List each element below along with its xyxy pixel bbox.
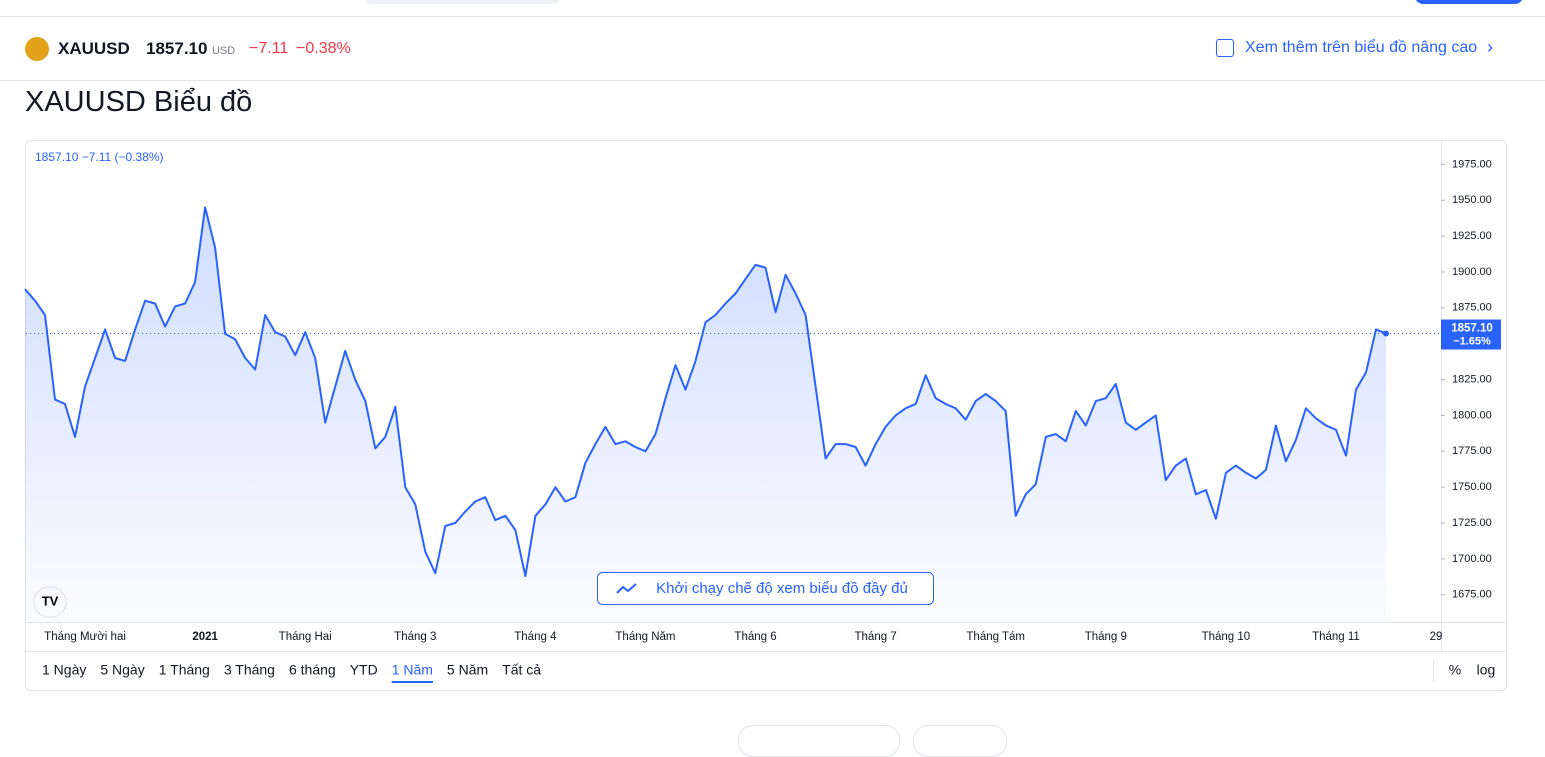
x-tick-label: 29 (1430, 631, 1443, 643)
y-tick-label: 1675.00 (1452, 589, 1492, 601)
y-tick-label: 1950.00 (1452, 194, 1492, 206)
scale-option[interactable]: % (1449, 662, 1461, 678)
y-tick-label: 1725.00 (1452, 517, 1492, 529)
range-underline (391, 681, 433, 683)
x-tick-label: Tháng 4 (514, 631, 557, 643)
y-tick-label: 1825.00 (1452, 373, 1492, 385)
last-point (1383, 330, 1389, 337)
x-tick-label: Tháng Tám (966, 631, 1025, 643)
price-tag-label: 1857.10 (1451, 323, 1493, 335)
change: −7.11 (249, 40, 289, 57)
x-tick-label: Tháng 6 (734, 631, 776, 643)
symbol-icon (25, 37, 49, 61)
y-tick-label: 1750.00 (1452, 481, 1492, 493)
chevron[interactable]: › (1487, 37, 1493, 57)
x-tick-label: Tháng 9 (1085, 631, 1127, 643)
y-tick-label: 1975.00 (1452, 158, 1492, 170)
y-tick-label: 1900.00 (1452, 266, 1492, 278)
x-tick-label: Tháng 10 (1202, 631, 1251, 643)
y-tick-label: 1800.00 (1452, 409, 1492, 421)
x-tick-label: Tháng 3 (394, 631, 436, 643)
x-tick-label: Tháng 7 (855, 631, 897, 643)
divider (0, 80, 1545, 81)
range-button[interactable]: 5 Năm (447, 662, 488, 678)
divider (0, 16, 1545, 17)
x-tick-label: Tháng Mười hai (44, 631, 126, 643)
price-line (24, 206, 1387, 578)
chart: 1857.10 −7.11 (−0.38%) TV 1675.001700.00… (24, 140, 1507, 691)
change-percent: −0.38% (296, 40, 351, 57)
range-button[interactable]: Tất cả (502, 662, 541, 678)
price-tag (1441, 319, 1501, 350)
y-tick-label: 1875.00 (1452, 302, 1492, 314)
scale-option[interactable]: log (1477, 662, 1496, 678)
area (25, 207, 1386, 622)
legend-text: 1857.10 −7.11 (−0.38%) (35, 150, 164, 164)
fullscreen-button[interactable]: Khởi chạy chế độ xem biểu đồ đầy đủ (597, 572, 934, 605)
y-tick-label: 1700.00 (1452, 553, 1492, 565)
range-button[interactable]: 1 Tháng (159, 662, 210, 678)
y-tick-label: 1775.00 (1452, 445, 1492, 457)
x-tick-label: Tháng Hai (279, 631, 332, 643)
x-tick-label: Tháng Năm (615, 631, 675, 643)
range-button[interactable]: 1 Ngày (42, 662, 86, 678)
x-tick-label: 2021 (192, 631, 218, 643)
range-button[interactable]: 1 Năm (392, 662, 433, 678)
page-title: XAUUSD Biểu đồ (25, 86, 253, 118)
range-button[interactable]: 6 tháng (289, 662, 336, 678)
symbol[interactable]: XAUUSD (58, 39, 130, 58)
x-tick-label: Tháng 11 (1312, 631, 1360, 643)
search-bar[interactable] (365, 0, 560, 4)
fullscreen-label[interactable]: Khởi chạy chế độ xem biểu đồ đầy đủ (656, 580, 908, 597)
price: 1857.10 (146, 39, 208, 58)
top-button[interactable] (1415, 0, 1523, 4)
currency: USD (212, 45, 236, 57)
range-button[interactable]: 3 Tháng (224, 662, 275, 678)
range-button[interactable]: 5 Ngày (100, 662, 144, 678)
advanced-link[interactable]: Xem thêm trên biểu đồ nâng cao (1245, 39, 1478, 56)
y-tick-label: 1925.00 (1452, 230, 1492, 242)
price-tag-change: −1.65% (1453, 335, 1491, 347)
range-button[interactable]: YTD (350, 662, 378, 678)
advanced-icon[interactable] (1216, 39, 1234, 57)
